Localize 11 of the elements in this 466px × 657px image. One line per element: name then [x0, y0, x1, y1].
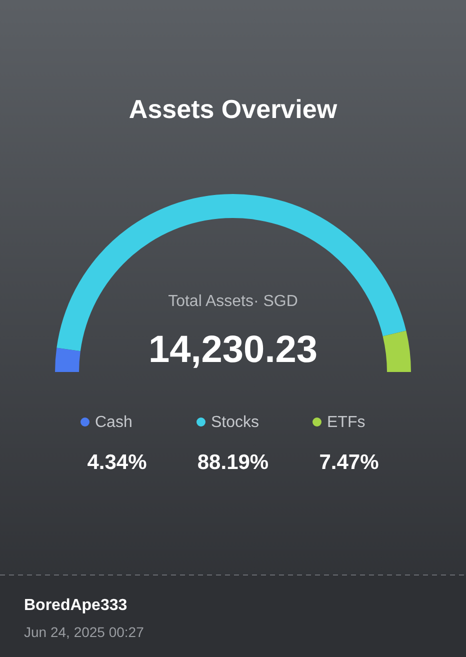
legend-label: Stocks	[211, 414, 260, 431]
data-label: 7.47%	[319, 451, 380, 474]
text: BoredApe333	[24, 597, 128, 614]
chart-title: Assets Overview	[128, 94, 338, 124]
legend-label: Cash	[95, 414, 132, 431]
data-label: 4.34%	[87, 451, 148, 474]
text: 14,230.23	[148, 329, 318, 371]
text: Total Assets· SGD	[168, 293, 298, 310]
data-label: 88.19%	[197, 451, 269, 474]
text: Jun 24, 2025 00:27	[24, 624, 144, 640]
legend-label: ETFs	[327, 414, 366, 431]
